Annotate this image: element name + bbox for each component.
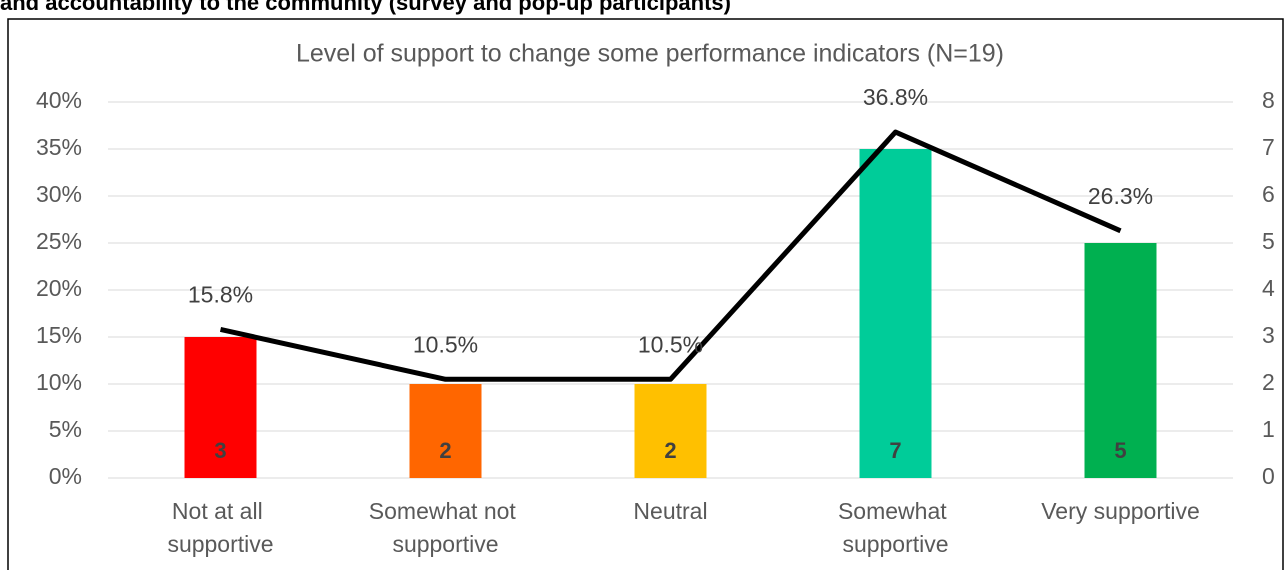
x-tick-label: Somewhat supportive <box>838 498 953 557</box>
bar-label: 5 <box>1114 438 1126 463</box>
bar-label: 2 <box>664 438 676 463</box>
y-tick-label: 40% <box>36 87 82 113</box>
y2-tick-label: 0 <box>1262 463 1275 489</box>
bar-label: 2 <box>439 438 451 463</box>
line-label: 26.3% <box>1088 183 1153 209</box>
x-tick-label: Neutral <box>633 498 707 524</box>
y2-tick-label: 4 <box>1262 275 1275 301</box>
bar <box>409 384 482 478</box>
line-label: 10.5% <box>413 331 478 357</box>
y2-tick-label: 5 <box>1262 228 1275 254</box>
y-tick-label: 5% <box>49 416 82 442</box>
x-tick-label: Very supportive <box>1041 498 1200 524</box>
y-tick-label: 25% <box>36 228 82 254</box>
y2-tick-label: 6 <box>1262 181 1275 207</box>
line-label: 10.5% <box>638 331 703 357</box>
y-tick-label: 35% <box>36 134 82 160</box>
bar <box>1084 243 1157 478</box>
bar <box>634 384 707 478</box>
bar <box>859 149 932 478</box>
y2-tick-label: 7 <box>1262 134 1275 160</box>
bar <box>184 337 257 478</box>
y-tick-label: 10% <box>36 369 82 395</box>
page-heading: and accountability to the community (sur… <box>0 0 731 15</box>
bar-label: 7 <box>889 438 901 463</box>
y-tick-label: 15% <box>36 322 82 348</box>
chart-title: Level of support to change some performa… <box>296 40 1004 68</box>
y-tick-label: 20% <box>36 275 82 301</box>
line-label: 36.8% <box>863 84 928 110</box>
line <box>219 129 1122 382</box>
line-label: 15.8% <box>188 282 253 308</box>
y2-tick-label: 1 <box>1262 416 1275 442</box>
x-tick-label: Not at all supportive <box>167 498 273 557</box>
y2-tick-label: 2 <box>1262 369 1275 395</box>
y-tick-label: 30% <box>36 181 82 207</box>
y2-tick-label: 3 <box>1262 322 1275 348</box>
bar-label: 3 <box>214 438 226 463</box>
y2-tick-label: 8 <box>1262 87 1275 113</box>
chart-border <box>7 18 1284 570</box>
x-tick-label: Somewhat not supportive <box>369 498 522 557</box>
y-tick-label: 0% <box>49 463 82 489</box>
